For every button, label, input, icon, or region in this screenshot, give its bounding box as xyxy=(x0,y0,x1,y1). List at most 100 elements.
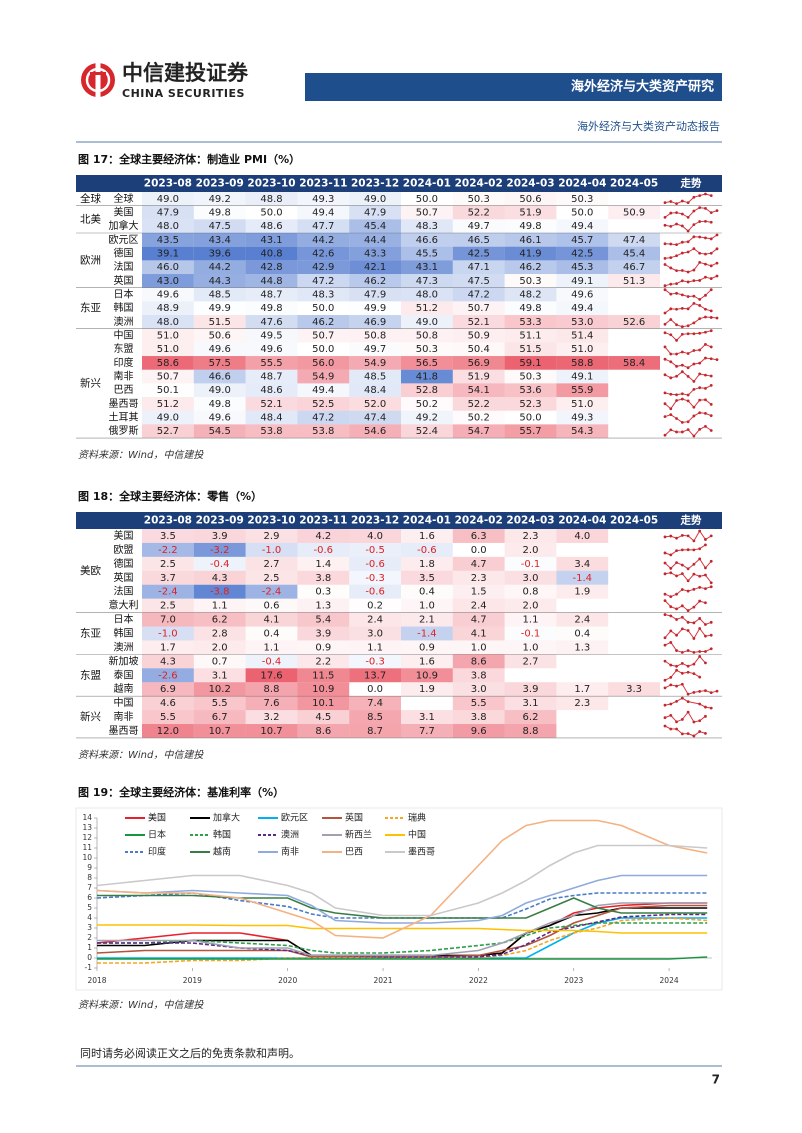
column-header: 2023-12 xyxy=(351,515,399,527)
sparkline-dot xyxy=(704,307,707,311)
sparkline xyxy=(664,357,718,369)
cell-value: 54.9 xyxy=(312,372,334,383)
cell-bg xyxy=(142,397,194,411)
sparkline-dot xyxy=(686,428,690,432)
cell-bg xyxy=(297,233,350,247)
sparkline-dot xyxy=(709,559,713,563)
x-tick-label: 2023 xyxy=(564,976,583,985)
cell-bg xyxy=(245,570,298,585)
sparkline-dot xyxy=(680,293,684,297)
cell-bg xyxy=(504,246,557,261)
sparkline-dot xyxy=(675,254,678,258)
cell-bg xyxy=(452,612,505,627)
row-name: 泰国 xyxy=(114,668,134,681)
cell-bg xyxy=(349,287,401,302)
cell-value: 50.2 xyxy=(416,399,438,410)
cell-bg xyxy=(401,612,453,627)
row-name: 法国 xyxy=(114,260,134,273)
cell-bg xyxy=(452,682,505,697)
sparkline-dot xyxy=(698,260,702,264)
cell-bg xyxy=(193,328,246,343)
cell-value: 42.8 xyxy=(260,262,282,273)
cell-value: 52.1 xyxy=(468,317,490,328)
cell-bg xyxy=(504,356,557,370)
cell-value: 47.5 xyxy=(209,221,231,232)
sparkline-dot xyxy=(663,659,667,663)
cell-value: 51.0 xyxy=(157,331,179,342)
sparkline-dot xyxy=(686,332,690,336)
cell-value: 3.0 xyxy=(471,684,487,695)
cell-bg xyxy=(452,260,505,275)
sparkline-dot xyxy=(686,732,690,736)
cell-bg xyxy=(401,424,453,439)
cell-value: 51.5 xyxy=(519,344,541,355)
cell-value: 50.8 xyxy=(364,331,386,342)
sparkline-dot xyxy=(680,563,684,567)
column-header: 2024-04 xyxy=(558,178,606,190)
sparkline-dot xyxy=(669,282,673,286)
cell-bg xyxy=(401,287,453,302)
cell-bg xyxy=(401,246,453,261)
row-name: 全球 xyxy=(114,192,134,205)
cell-bg xyxy=(297,529,350,543)
chart-source: 资料来源：Wind，中信建投 xyxy=(78,999,204,1011)
sparkline-dot xyxy=(680,650,684,654)
cell-value: 47.2 xyxy=(312,413,334,424)
cell-bg xyxy=(193,356,246,370)
cell-bg xyxy=(401,626,453,641)
column-header: 2023-08 xyxy=(144,178,192,190)
sparkline-dot xyxy=(709,403,713,406)
cell-value: 50.9 xyxy=(468,331,490,342)
sparkline-dot xyxy=(692,294,696,298)
column-header: 2024-02 xyxy=(455,515,503,527)
legend-label: 美国 xyxy=(148,812,166,824)
cell-value: 45.5 xyxy=(416,249,438,260)
cell-value: 49.4 xyxy=(571,303,593,314)
cell-value: 12.0 xyxy=(157,726,179,737)
cell-value: 50.7 xyxy=(312,331,334,342)
cell-value: 49.6 xyxy=(157,290,179,301)
cell-bg xyxy=(452,724,505,738)
cell-value: 2.4 xyxy=(367,615,383,626)
cell-value: 0.4 xyxy=(264,628,280,639)
sparkline-dot xyxy=(675,352,678,356)
cell-value: -1.0 xyxy=(158,628,178,639)
sparkline-dot xyxy=(669,333,673,337)
sparkline-dot xyxy=(686,295,690,298)
row-name: 巴西 xyxy=(114,384,134,396)
cell-bg xyxy=(142,356,194,370)
cell-value: 1.3 xyxy=(315,601,331,612)
sparkline-dot xyxy=(709,316,713,319)
sparkline-dot xyxy=(663,686,667,690)
cell-value: 49.8 xyxy=(519,221,541,232)
cell-value: 46.2 xyxy=(312,317,334,328)
group-name: 东亚 xyxy=(80,301,101,314)
sparkline-dot xyxy=(709,620,713,624)
cell-bg xyxy=(556,612,609,627)
cell-bg xyxy=(556,342,609,357)
column-header: 2024-05 xyxy=(610,515,658,527)
row-name: 墨西哥 xyxy=(109,398,139,410)
cell-value: 10.9 xyxy=(416,670,438,681)
cell-value: 50.7 xyxy=(468,303,490,314)
cell-bg xyxy=(142,724,194,738)
cell-bg xyxy=(193,654,246,669)
cell-bg xyxy=(556,315,609,329)
cell-bg xyxy=(504,612,557,627)
cell-bg xyxy=(452,246,505,261)
cell-value: 46.9 xyxy=(364,317,386,328)
cell-bg xyxy=(245,274,298,288)
sparkline-dot xyxy=(680,397,684,401)
cell-value: 0.0 xyxy=(471,545,487,556)
sparkline-dot xyxy=(709,309,713,313)
column-header: 2024-01 xyxy=(403,178,451,190)
sparkline-dot xyxy=(704,373,707,377)
cell-bg xyxy=(401,233,453,247)
cell-value: 43.0 xyxy=(157,276,179,287)
cell-bg xyxy=(193,342,246,357)
sparkline-dot xyxy=(680,627,684,631)
sparkline-dot xyxy=(680,671,684,675)
cell-value: 50.3 xyxy=(416,344,438,355)
cell-value: 57.5 xyxy=(209,358,231,369)
cell-bg xyxy=(297,696,350,711)
